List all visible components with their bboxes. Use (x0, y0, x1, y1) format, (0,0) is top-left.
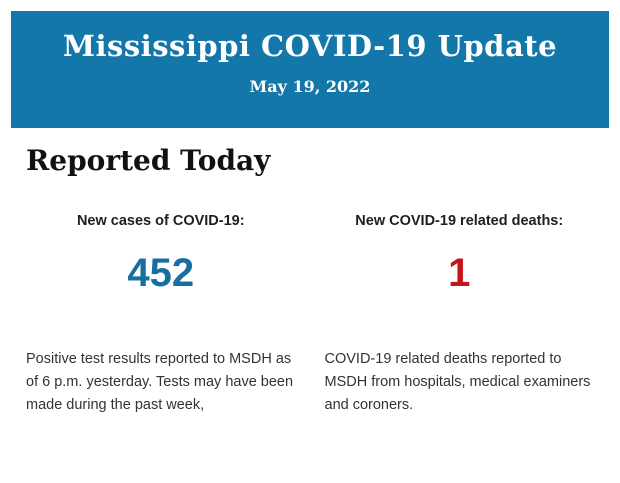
section-title: Reported Today (26, 144, 271, 177)
new-cases-value: 452 (127, 251, 195, 295)
new-cases-description: Positive test results reported to MSDH a… (26, 351, 294, 413)
new-cases-label: New cases of COVID-19: (76, 213, 245, 229)
stats-grid: New cases of COVID-19: 452 Positive test… (26, 212, 594, 417)
new-deaths-label: New COVID-19 related deaths: (355, 213, 564, 229)
header-banner: Mississippi COVID-19 Update May 19, 2022 (11, 11, 609, 128)
main-content: Reported Today New cases of COVID-19: 45… (11, 144, 609, 417)
stat-new-cases: New cases of COVID-19: 452 Positive test… (26, 212, 296, 417)
new-deaths-value: 1 (448, 251, 471, 295)
page-title: Mississippi COVID-19 Update (62, 29, 558, 63)
report-date: May 19, 2022 (249, 77, 371, 96)
new-deaths-description: COVID-19 related deaths reported to MSDH… (324, 351, 591, 413)
stat-new-deaths: New COVID-19 related deaths: 1 COVID-19 … (325, 212, 595, 417)
